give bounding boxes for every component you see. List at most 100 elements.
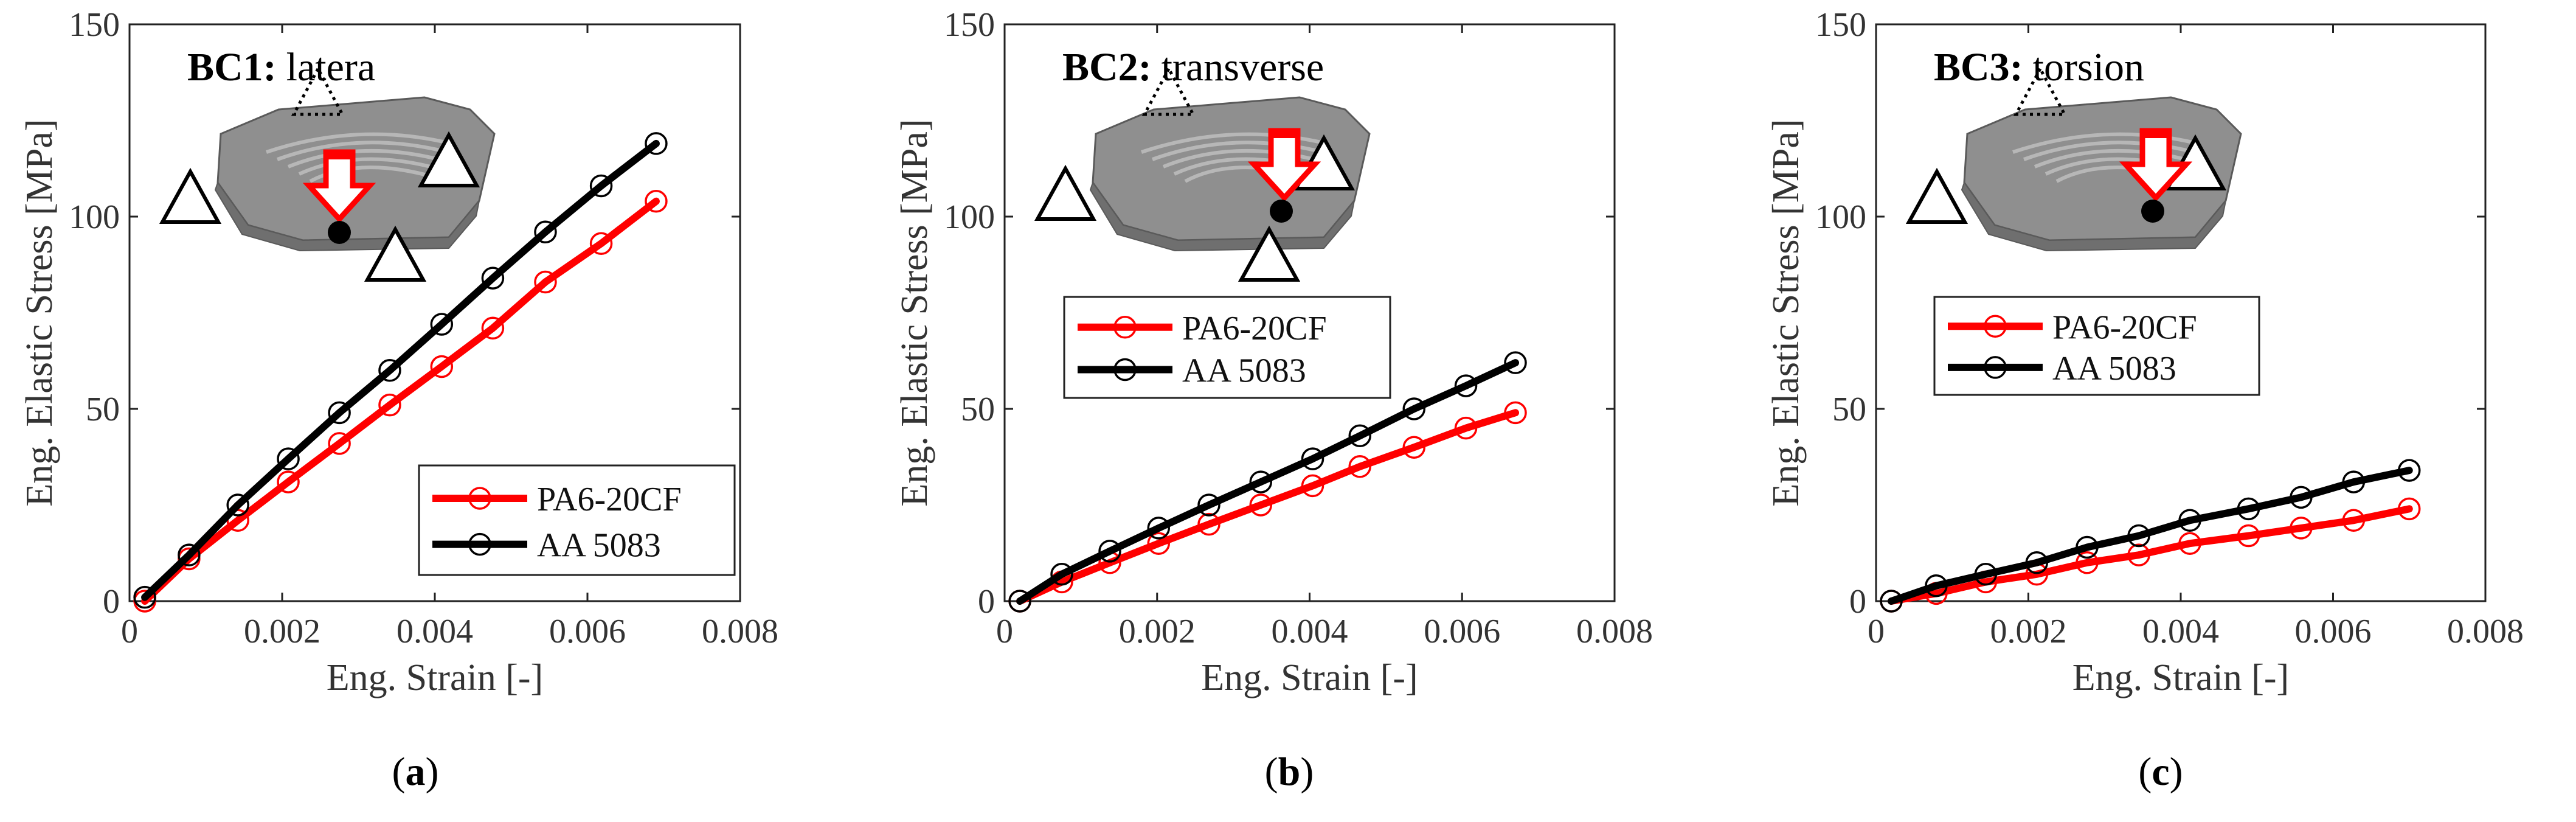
x-axis-label: Eng. Strain [-] (327, 657, 543, 698)
support-triangle-icon (1905, 167, 1968, 224)
legend: PA6-20CF AA 5083 (1933, 296, 2260, 396)
data-point-pa6-20cf (328, 432, 351, 455)
data-point-pa6-20cf (2398, 497, 2421, 521)
support-triangle-icon (364, 225, 427, 282)
x-tick-label: 0.002 (1990, 613, 2067, 650)
data-point-pa6-20cf (430, 355, 454, 378)
dotted-support-triangle-icon (2013, 65, 2068, 116)
data-point-pa6-20cf (2076, 551, 2099, 574)
y-axis-label: Eng. Elastic Stress [MPa] (1765, 119, 1807, 506)
dotted-support-triangle-icon (291, 65, 345, 116)
legend-box (1933, 296, 2260, 396)
y-tick-label: 150 (1815, 6, 1866, 44)
chart-panel-2: 0 0.002 0.004 0.006 0.008 0 50 100 150 Eng. Strai… (894, 6, 1653, 794)
chart-panel-1: 0 0.002 0.004 0.006 0.008 0 50 100 150 Eng. Strai… (19, 6, 778, 794)
x-tick-label: 0.004 (1272, 613, 1348, 650)
data-point-aa-5083 (1504, 351, 1527, 374)
boundary-condition-illustration (159, 65, 496, 282)
x-tick-label: 0.008 (1576, 613, 1653, 650)
caption-close-paren: ) (1300, 750, 1314, 794)
y-tick-label: 150 (69, 6, 120, 44)
series-line-pa6-20cf (1016, 409, 1520, 605)
y-tick-label: 0 (1849, 583, 1866, 621)
part-rib (276, 141, 446, 161)
data-point-aa-5083 (277, 447, 300, 470)
data-point-aa-5083 (378, 359, 401, 382)
support-triangle-icon (1238, 225, 1301, 282)
x-tick-label: 0.006 (2295, 613, 2372, 650)
x-tick-label: 0.006 (1424, 613, 1500, 650)
part-rib (287, 148, 442, 169)
legend-entry-label: AA 5083 (537, 527, 661, 565)
panel-title: BC1: latera (187, 45, 375, 89)
x-tick-label: 0.006 (549, 613, 626, 650)
data-point-aa-5083 (226, 493, 249, 517)
legend-entry-label: PA6-20CF (1182, 310, 1327, 347)
bc-description: latera (286, 45, 376, 89)
data-point-aa-5083 (1249, 470, 1273, 493)
bc-label: BC2: (1062, 45, 1152, 89)
chart-panel-3: 0 0.002 0.004 0.006 0.008 0 50 100 150 Eng. Strai… (1765, 6, 2524, 794)
y-tick-label: 150 (944, 6, 995, 44)
data-point-aa-5083 (2076, 535, 2099, 559)
data-point-aa-5083 (178, 543, 201, 566)
y-tick-label: 50 (86, 391, 120, 428)
caption-open-paren: ( (1265, 750, 1278, 794)
boundary-condition-illustration (1905, 65, 2242, 252)
load-arrow-cap (325, 150, 354, 159)
data-point-aa-5083 (2398, 459, 2421, 482)
data-point-pa6-20cf (481, 316, 505, 340)
data-point-pa6-20cf (1348, 455, 1371, 478)
y-tick-label: 50 (1832, 391, 1866, 428)
data-point-pa6-20cf (2342, 509, 2366, 532)
y-tick-label: 0 (103, 583, 120, 621)
part-edge (214, 181, 480, 252)
caption-close-paren: ) (426, 750, 439, 794)
y-tick-label: 100 (69, 198, 120, 236)
y-tick-label: 100 (1815, 198, 1866, 236)
y-axis-label: Eng. Elastic Stress [MPa] (19, 119, 60, 506)
y-tick-label: 100 (944, 198, 995, 236)
data-point-aa-5083 (1147, 517, 1171, 540)
data-point-aa-5083 (1974, 563, 1998, 586)
data-point-aa-5083 (645, 132, 668, 155)
data-point-aa-5083 (133, 585, 156, 609)
data-point-pa6-20cf (1504, 401, 1527, 425)
series-line-pa6-20cf (141, 197, 660, 605)
panel-title: BC2: transverse (1062, 45, 1324, 89)
data-point-pa6-20cf (2178, 532, 2201, 555)
part-edge (1089, 181, 1355, 252)
support-triangle-icon (159, 167, 222, 224)
data-point-pa6-20cf (2237, 524, 2260, 548)
panel-caption: (a) (392, 750, 439, 794)
part-rib (298, 157, 438, 176)
panel-caption: (c) (2138, 750, 2183, 794)
load-arrow-cap (1270, 128, 1299, 138)
legend-entry-label: AA 5083 (2052, 350, 2176, 388)
y-tick-label: 50 (961, 391, 995, 428)
bc-description: torsion (2033, 45, 2144, 89)
legend-marker-swatch (1984, 356, 2007, 379)
data-point-aa-5083 (1925, 574, 1948, 597)
data-point-aa-5083 (589, 174, 613, 198)
caption-letter: b (1278, 750, 1301, 794)
panel-title: BC3: torsion (1934, 45, 2144, 89)
data-point-aa-5083 (2025, 551, 2049, 574)
data-point-aa-5083 (1348, 424, 1371, 447)
data-point-aa-5083 (328, 401, 351, 425)
load-point-marker (328, 221, 351, 244)
data-point-pa6-20cf (534, 270, 557, 294)
legend-box (418, 464, 736, 576)
data-point-aa-5083 (2237, 497, 2260, 521)
bc-label: BC3: (1934, 45, 2023, 89)
caption-open-paren: ( (2138, 750, 2152, 794)
caption-close-paren: ) (2170, 750, 2183, 794)
legend: PA6-20CF AA 5083 (1063, 296, 1391, 399)
bc-label: BC1: (187, 45, 277, 89)
data-point-pa6-20cf (277, 470, 300, 493)
x-tick-label: 0.004 (396, 613, 473, 650)
data-point-pa6-20cf (378, 393, 401, 417)
bc-description: transverse (1162, 45, 1324, 89)
data-point-pa6-20cf (1402, 436, 1426, 459)
x-tick-label: 0 (121, 613, 138, 650)
